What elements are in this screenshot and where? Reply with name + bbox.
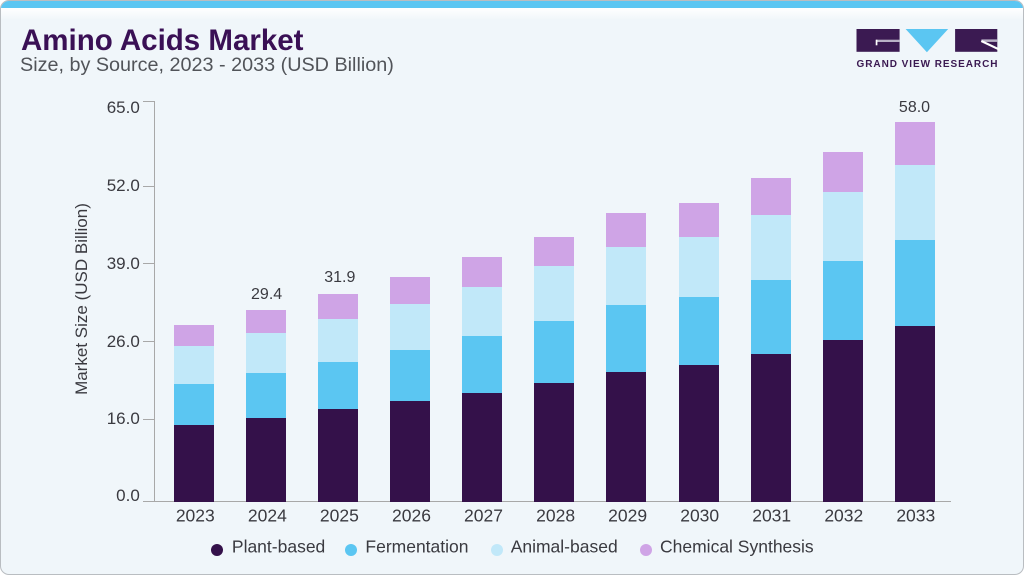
svg-text:GRAND VIEW RESEARCH: GRAND VIEW RESEARCH [857,59,999,70]
